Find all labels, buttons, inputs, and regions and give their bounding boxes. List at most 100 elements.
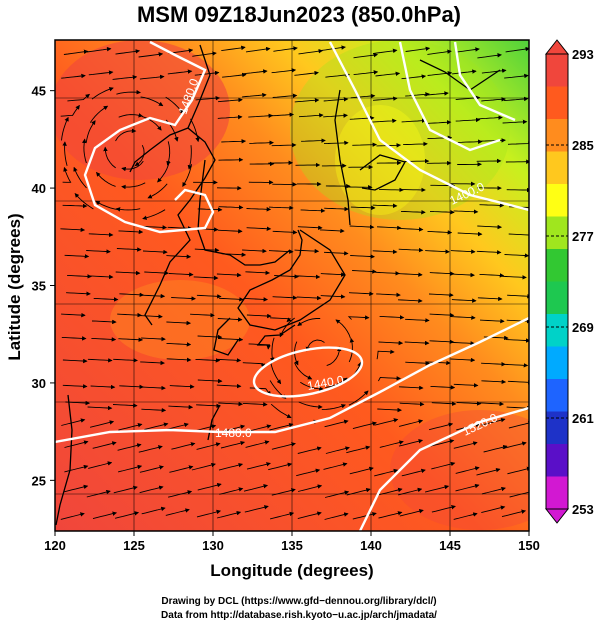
wind-vector — [169, 465, 194, 473]
wind-vector — [221, 139, 247, 144]
wind-vector — [481, 97, 506, 102]
wind-vector — [504, 73, 529, 79]
wind-vector — [87, 405, 113, 411]
colorbar-segment — [546, 379, 568, 412]
wind-vector — [242, 248, 267, 254]
wind-vector — [243, 69, 268, 75]
wind-vector — [142, 209, 166, 220]
wind-vector — [507, 466, 529, 475]
wind-vector — [117, 443, 142, 451]
wind-vector — [424, 91, 449, 96]
wind-vector — [502, 119, 528, 125]
wind-vector — [222, 72, 247, 78]
wind-vector — [140, 96, 164, 107]
wind-vector — [506, 318, 529, 324]
wind-vector — [249, 387, 272, 396]
wind-vector — [401, 118, 427, 123]
wind-vector — [431, 505, 456, 513]
wind-vector — [507, 293, 529, 299]
wind-vector — [121, 160, 144, 172]
wind-vector — [218, 401, 244, 407]
wind-vector — [168, 404, 194, 410]
wind-vector — [271, 142, 297, 148]
colorbar-label: 253 — [572, 502, 594, 517]
wind-vector — [142, 249, 168, 255]
wind-vector — [296, 295, 322, 301]
wind-vector — [216, 358, 242, 363]
wind-vector — [216, 272, 242, 278]
wind-vector — [425, 249, 450, 254]
credit-drawing: Drawing by DCL (https://www.gfd−dennou.o… — [161, 596, 436, 607]
wind-vector — [93, 297, 119, 302]
wind-vector — [378, 340, 404, 346]
colorbar-label: 285 — [572, 138, 594, 153]
wind-vector — [272, 295, 298, 300]
wind-vector — [450, 341, 476, 346]
wind-vector — [217, 317, 243, 322]
wind-vector — [399, 508, 424, 517]
wind-vector — [429, 312, 455, 318]
wind-vector — [324, 490, 350, 498]
wind-vector — [88, 461, 113, 469]
wind-vector — [297, 318, 321, 327]
wind-vector — [325, 446, 350, 454]
wind-vector — [270, 361, 282, 385]
y-axis: 25 30 35 40 45 — [32, 84, 55, 488]
wind-vector — [195, 358, 221, 363]
y-tick-label: 30 — [32, 376, 46, 391]
wind-vector — [296, 468, 321, 477]
wind-vector — [113, 358, 138, 363]
wind-vector — [478, 115, 503, 120]
wind-vector — [269, 112, 295, 117]
wind-vector — [67, 274, 92, 279]
x-tick-label: 150 — [518, 538, 540, 553]
wind-vector — [509, 489, 529, 498]
wind-vector — [372, 48, 398, 55]
wind-vector — [61, 336, 87, 341]
wind-vector — [455, 47, 480, 53]
wind-vector — [400, 209, 426, 215]
y-tick-label: 25 — [32, 473, 46, 488]
wind-vector — [218, 97, 243, 103]
colorbar-label: 277 — [572, 229, 594, 244]
wind-vector — [505, 46, 529, 53]
wind-vector — [112, 403, 138, 408]
wind-vector — [424, 484, 450, 493]
wind-vector — [349, 466, 374, 475]
colorbar-segment — [546, 216, 568, 250]
wind-vector — [115, 207, 141, 212]
wind-vector — [92, 441, 117, 449]
wind-vector — [165, 508, 190, 516]
wind-vector — [398, 419, 424, 427]
wind-vector — [378, 487, 403, 496]
wind-vector — [62, 384, 88, 389]
wind-vector — [507, 380, 529, 385]
wind-vector — [141, 407, 167, 413]
wind-vector — [450, 315, 476, 320]
wind-vector — [141, 336, 166, 342]
wind-vector — [95, 200, 119, 211]
wind-vector — [346, 445, 371, 454]
wind-vector — [456, 401, 482, 406]
wind-vector — [323, 462, 348, 470]
wind-vector — [91, 337, 117, 342]
wind-vector — [294, 248, 320, 254]
wind-vector — [405, 318, 430, 323]
wind-vector — [376, 349, 395, 360]
wind-vector — [115, 128, 137, 142]
wind-vector — [479, 273, 505, 278]
wind-vector — [346, 487, 371, 496]
wind-vector — [481, 505, 506, 514]
wind-vector — [60, 104, 80, 117]
wind-vector — [140, 360, 165, 366]
wind-vector — [221, 252, 247, 257]
wind-vector — [141, 115, 162, 131]
wind-vector — [457, 139, 483, 144]
wind-vector — [398, 227, 424, 232]
wind-vector — [300, 381, 324, 392]
wind-vector — [372, 96, 398, 101]
wind-vector — [352, 421, 377, 430]
x-tick-label: 135 — [281, 538, 303, 553]
colorbar-segment — [546, 346, 568, 380]
